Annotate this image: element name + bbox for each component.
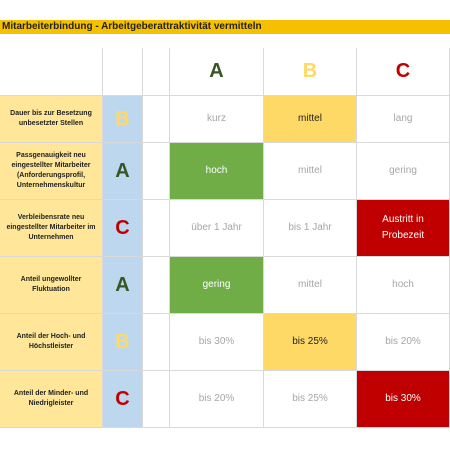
cell: mittel (264, 143, 357, 200)
rating: B (103, 96, 143, 143)
header-blank (103, 48, 143, 96)
row-label: Anteil ungewollter Fluktuation (0, 257, 103, 314)
spacer (143, 257, 170, 314)
row-label: Verbleibensrate neu eingestellter Mitarb… (0, 200, 103, 257)
spacer (143, 371, 170, 428)
spacer (143, 143, 170, 200)
row-label: Dauer bis zur Besetzung unbesetzter Stel… (0, 96, 103, 143)
cell: bis 20% (170, 371, 264, 428)
cell: mittel (264, 257, 357, 314)
column-header: A (170, 48, 264, 96)
highlighted-cell: bis 30% (357, 371, 450, 428)
cell: lang (357, 96, 450, 143)
cell: bis 30% (170, 314, 264, 371)
highlighted-cell: mittel (264, 96, 357, 143)
highlighted-cell: bis 25% (264, 314, 357, 371)
row-label: Anteil der Hoch- und Höchstleister (0, 314, 103, 371)
rating: A (103, 143, 143, 200)
cell: bis 1 Jahr (264, 200, 357, 257)
row-label: Anteil der Minder- und Niedrigleister (0, 371, 103, 428)
column-header: B (264, 48, 357, 96)
cell: kurz (170, 96, 264, 143)
highlighted-cell: gering (170, 257, 264, 314)
highlighted-cell: hoch (170, 143, 264, 200)
row-label: Passgenauigkeit neu eingestellter Mitarb… (0, 143, 103, 200)
spacer (143, 96, 170, 143)
spacer (143, 314, 170, 371)
header-blank (143, 48, 170, 96)
rating: B (103, 314, 143, 371)
cell: gering (357, 143, 450, 200)
rating: C (103, 371, 143, 428)
title: Mitarbeiterbindung - Arbeitgeberattrakti… (0, 20, 450, 34)
cell: bis 25% (264, 371, 357, 428)
header-blank (0, 48, 103, 96)
cell: bis 20% (357, 314, 450, 371)
column-header: C (357, 48, 450, 96)
rating: C (103, 200, 143, 257)
cell: hoch (357, 257, 450, 314)
spacer (143, 200, 170, 257)
highlighted-cell: Austritt in Probezeit (357, 200, 450, 257)
rating: A (103, 257, 143, 314)
cell: über 1 Jahr (170, 200, 264, 257)
